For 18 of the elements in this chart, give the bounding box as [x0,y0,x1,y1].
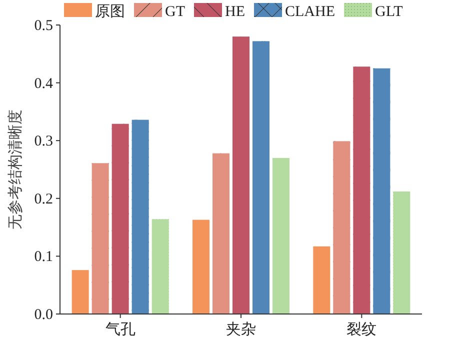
bar [192,220,210,314]
x-tick-label: 气孔 [105,321,136,338]
x-tick-label: 夹杂 [226,321,256,338]
legend-label: 原图 [95,4,125,20]
y-tick-label: 0.3 [34,134,53,150]
y-tick-label: 0.2 [34,191,53,208]
y-tick-label: 0.5 [34,18,53,34]
bar [313,246,330,314]
y-tick-label: 0.4 [34,76,54,92]
y-tick-label: 0.1 [34,249,53,266]
y-tick-label: 0.0 [34,307,53,323]
legend-label: GLT [375,4,403,20]
legend-label: GT [165,4,185,20]
bar [72,270,89,314]
y-axis-title: 无参考结构清晰度 [7,110,24,230]
legend-label: CLAHE [285,4,335,20]
legend-label: HE [225,4,245,20]
x-tick-label: 裂纹 [346,321,377,338]
